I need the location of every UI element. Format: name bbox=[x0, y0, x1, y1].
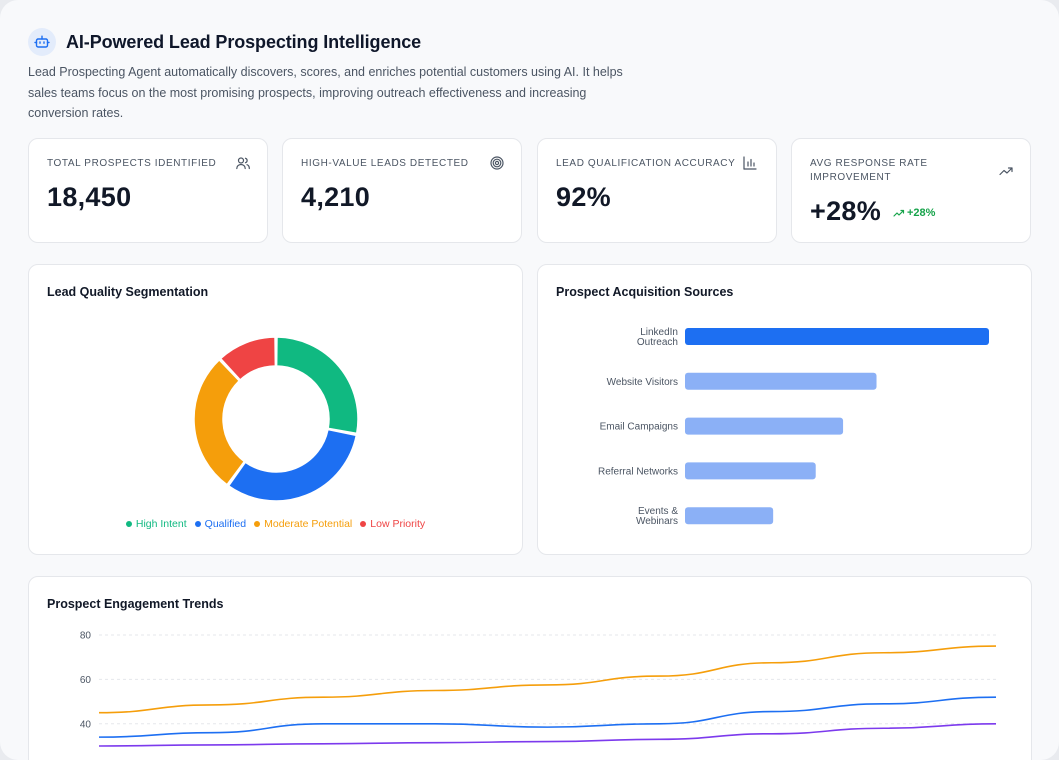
kpi-value: 92% bbox=[556, 182, 611, 212]
chart-title: Lead Quality Segmentation bbox=[47, 285, 209, 299]
legend-item[interactable]: High Intent bbox=[125, 518, 187, 530]
chart-title: Prospect Acquisition Sources bbox=[556, 285, 734, 299]
trends-card: Prospect Engagement Trends 80 60 40 bbox=[28, 576, 1032, 760]
users-icon bbox=[236, 157, 250, 170]
legend-swatch bbox=[360, 521, 367, 527]
bar-chart-icon bbox=[743, 156, 757, 170]
legend-swatch bbox=[254, 521, 261, 527]
robot-icon bbox=[28, 28, 56, 56]
series-line[interactable] bbox=[98, 696, 997, 738]
page-title: AI-Powered Lead Prospecting Intelligence bbox=[66, 31, 422, 52]
legend-label: Qualified bbox=[204, 518, 247, 530]
chart-legend: High Intent Qualified Moderate Potential Lo… bbox=[29, 518, 522, 530]
target-icon bbox=[490, 156, 504, 170]
legend-item[interactable]: Qualified bbox=[194, 518, 247, 530]
bar-label: Website Visitors bbox=[607, 377, 678, 388]
kpi-label: AVG RESPONSE RATE IMPROVEMENT bbox=[810, 158, 928, 183]
bar[interactable] bbox=[685, 328, 989, 345]
donut-slice[interactable] bbox=[219, 336, 277, 381]
kpi-card-high-value-leads: HIGH-VALUE LEADS DETECTED 4,210 bbox=[282, 138, 522, 243]
donut-chart bbox=[193, 336, 359, 502]
legend-label: Moderate Potential bbox=[264, 518, 353, 530]
kpi-card-response-rate: AVG RESPONSE RATE IMPROVEMENT +28% +28% bbox=[791, 138, 1031, 243]
legend-label: Low Priority bbox=[370, 518, 426, 530]
kpi-value: +28% bbox=[810, 196, 882, 226]
bar[interactable] bbox=[685, 462, 816, 480]
bar[interactable] bbox=[685, 417, 844, 435]
kpi-delta-value: +28% bbox=[907, 207, 936, 219]
chart-title: Prospect Engagement Trends bbox=[47, 597, 224, 611]
legend-swatch bbox=[125, 521, 132, 527]
kpi-label: TOTAL PROSPECTS IDENTIFIED bbox=[47, 158, 217, 169]
y-tick-label: 80 bbox=[80, 631, 92, 642]
page-description: Lead Prospecting Agent automatically dis… bbox=[28, 65, 623, 120]
kpi-card-qualification-accuracy: LEAD QUALIFICATION ACCURACY 92% bbox=[537, 138, 777, 243]
page-header: AI-Powered Lead Prospecting Intelligence… bbox=[28, 28, 648, 124]
kpi-delta: +28% bbox=[893, 207, 935, 219]
y-tick-label: 40 bbox=[80, 719, 92, 730]
bar[interactable] bbox=[685, 372, 877, 390]
bar-label: Referral Networks bbox=[598, 466, 678, 477]
donut-slice[interactable] bbox=[275, 336, 359, 435]
kpi-value: 18,450 bbox=[47, 182, 132, 212]
kpi-value: 4,210 bbox=[301, 182, 371, 212]
legend-swatch bbox=[194, 521, 201, 527]
bar-label: LinkedIn bbox=[640, 327, 678, 338]
legend-label: High Intent bbox=[135, 518, 187, 530]
bar-label: Outreach bbox=[637, 337, 678, 348]
donut-slice[interactable] bbox=[227, 428, 358, 502]
bar-label: Webinars bbox=[636, 516, 678, 527]
bar-label: Email Campaigns bbox=[600, 422, 678, 433]
segmentation-card: Lead Quality Segmentation High Intent Qua… bbox=[28, 264, 523, 555]
trending-up-icon bbox=[893, 209, 905, 217]
kpi-card-total-prospects: TOTAL PROSPECTS IDENTIFIED 18,450 bbox=[28, 138, 268, 243]
bar[interactable] bbox=[685, 507, 774, 525]
bar-label: Events & bbox=[638, 506, 678, 517]
donut-slice[interactable] bbox=[193, 358, 246, 486]
y-tick-label: 60 bbox=[80, 675, 92, 686]
kpi-label: HIGH-VALUE LEADS DETECTED bbox=[301, 158, 469, 169]
line-chart: 80 60 40 bbox=[80, 631, 997, 747]
trending-up-icon bbox=[999, 167, 1013, 176]
legend-item[interactable]: Low Priority bbox=[360, 518, 425, 530]
series-line[interactable] bbox=[98, 645, 997, 714]
legend-item[interactable]: Moderate Potential bbox=[254, 518, 352, 530]
sources-card: Prospect Acquisition Sources LinkedIn Out… bbox=[537, 264, 1032, 555]
kpi-label: LEAD QUALIFICATION ACCURACY bbox=[556, 158, 736, 169]
